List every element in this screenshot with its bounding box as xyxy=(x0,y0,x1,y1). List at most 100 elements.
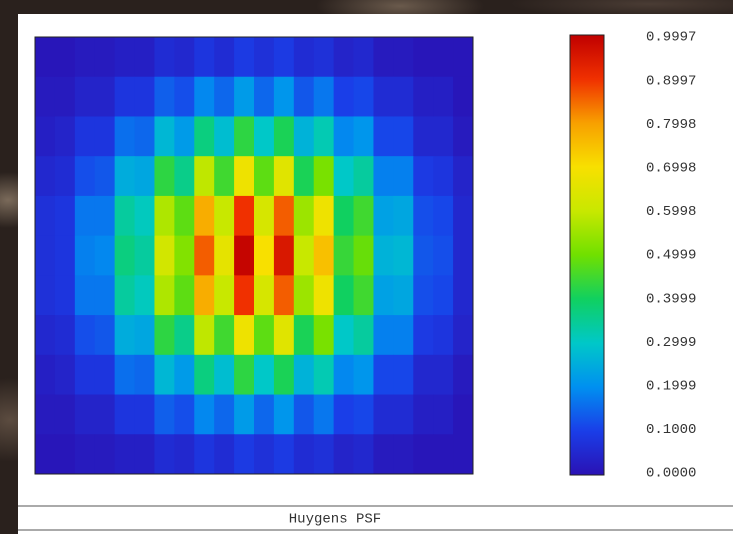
colorbar-tick-label: 0.2999 xyxy=(646,335,696,351)
heatmap-cell xyxy=(373,156,393,196)
heatmap-cell xyxy=(294,355,314,395)
heatmap-cell xyxy=(135,315,155,355)
heatmap-cell xyxy=(254,434,274,474)
heatmap-cell xyxy=(214,395,234,435)
heatmap-cell xyxy=(234,37,254,77)
heatmap-cell xyxy=(234,77,254,117)
page: Huygens PSF 0.99970.89970.79980.69980.59… xyxy=(0,0,733,534)
heatmap-cell xyxy=(373,77,393,117)
heatmap-cell xyxy=(174,275,194,315)
heatmap-cell xyxy=(115,196,135,236)
heatmap-cell xyxy=(35,395,55,435)
heatmap-cell xyxy=(373,37,393,77)
heatmap-cell xyxy=(254,236,274,276)
heatmap-cell xyxy=(35,275,55,315)
heatmap-cell xyxy=(115,37,135,77)
heatmap-cell xyxy=(35,196,55,236)
heatmap-cell xyxy=(214,156,234,196)
heatmap-cell xyxy=(135,77,155,117)
heatmap-cell xyxy=(95,77,115,117)
heatmap-cell xyxy=(115,395,135,435)
heatmap-cell xyxy=(413,116,433,156)
colorbar-tick-label: 0.7998 xyxy=(646,117,696,133)
heatmap-cell xyxy=(135,37,155,77)
chart-title: Huygens PSF xyxy=(289,512,381,528)
heatmap-cell xyxy=(453,355,473,395)
heatmap-cell xyxy=(55,275,75,315)
heatmap-cell xyxy=(75,236,95,276)
heatmap-cell xyxy=(55,395,75,435)
heatmap-cell xyxy=(115,315,135,355)
heatmap-cell xyxy=(135,395,155,435)
heatmap-cell xyxy=(373,355,393,395)
heatmap-cell xyxy=(354,434,374,474)
heatmap-cell xyxy=(393,275,413,315)
heatmap-cell xyxy=(274,156,294,196)
colorbar-tick-label: 0.8997 xyxy=(646,73,696,89)
heatmap-cell xyxy=(334,116,354,156)
heatmap-cell xyxy=(334,196,354,236)
heatmap-cell xyxy=(314,275,334,315)
heatmap-cell xyxy=(75,77,95,117)
heatmap-cell xyxy=(453,77,473,117)
heatmap-cell xyxy=(453,156,473,196)
heatmap-cell xyxy=(95,395,115,435)
heatmap-cell xyxy=(234,196,254,236)
heatmap-cell xyxy=(35,37,55,77)
heatmap-cell xyxy=(234,156,254,196)
heatmap-cell xyxy=(413,196,433,236)
heatmap-cell xyxy=(254,395,274,435)
heatmap-cell xyxy=(174,77,194,117)
heatmap-cell xyxy=(95,236,115,276)
heatmap-cell xyxy=(314,355,334,395)
heatmap-cell xyxy=(214,315,234,355)
heatmap-cell xyxy=(354,275,374,315)
heatmap-cell xyxy=(254,77,274,117)
heatmap-cell xyxy=(135,355,155,395)
heatmap-cell xyxy=(174,196,194,236)
heatmap-cell xyxy=(254,116,274,156)
colorbar-tick-label: 0.1000 xyxy=(646,422,696,438)
heatmap-cell xyxy=(254,156,274,196)
heatmap-cell xyxy=(294,434,314,474)
heatmap-cell xyxy=(35,315,55,355)
heatmap-cell xyxy=(115,355,135,395)
heatmap-cell xyxy=(433,434,453,474)
heatmap-cell xyxy=(433,156,453,196)
heatmap-cell xyxy=(413,156,433,196)
heatmap-cell xyxy=(433,236,453,276)
heatmap-cell xyxy=(393,37,413,77)
heatmap-cell xyxy=(115,236,135,276)
heatmap-cell xyxy=(334,434,354,474)
heatmap-cell xyxy=(75,315,95,355)
heatmap-cell xyxy=(254,315,274,355)
heatmap-cell xyxy=(393,236,413,276)
heatmap-cell xyxy=(354,196,374,236)
heatmap-cell xyxy=(75,37,95,77)
heatmap-cell xyxy=(453,37,473,77)
heatmap-cell xyxy=(115,275,135,315)
heatmap-cell xyxy=(154,77,174,117)
heatmap-cell xyxy=(154,395,174,435)
heatmap-cell xyxy=(135,275,155,315)
heatmap-cell xyxy=(294,315,314,355)
heatmap-cell xyxy=(95,434,115,474)
heatmap-cell xyxy=(174,156,194,196)
heatmap-cell xyxy=(115,116,135,156)
heatmap-cell xyxy=(75,434,95,474)
heatmap-cell xyxy=(214,434,234,474)
heatmap-cell xyxy=(294,236,314,276)
heatmap-cell xyxy=(314,196,334,236)
heatmap-cell xyxy=(354,395,374,435)
heatmap-cell xyxy=(334,236,354,276)
heatmap-cell xyxy=(194,315,214,355)
heatmap-cell xyxy=(214,355,234,395)
heatmap-cell xyxy=(314,77,334,117)
heatmap-cell xyxy=(194,275,214,315)
heatmap-cell xyxy=(135,196,155,236)
heatmap-cell xyxy=(55,355,75,395)
heatmap-cell xyxy=(433,355,453,395)
heatmap-cell xyxy=(413,434,433,474)
heatmap-cell xyxy=(55,37,75,77)
colorbar-tick-label: 0.4999 xyxy=(646,248,696,264)
